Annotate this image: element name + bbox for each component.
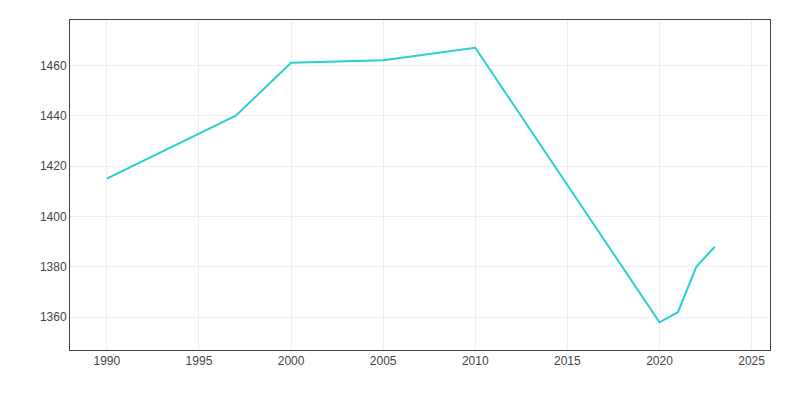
svg-text:2020: 2020 xyxy=(646,354,673,368)
svg-text:1380: 1380 xyxy=(40,260,67,274)
svg-text:2010: 2010 xyxy=(462,354,489,368)
svg-text:1460: 1460 xyxy=(40,59,67,73)
svg-text:2005: 2005 xyxy=(370,354,397,368)
svg-text:1360: 1360 xyxy=(40,310,67,324)
svg-text:1995: 1995 xyxy=(186,354,213,368)
svg-text:1440: 1440 xyxy=(40,109,67,123)
svg-text:1420: 1420 xyxy=(40,159,67,173)
svg-text:1400: 1400 xyxy=(40,210,67,224)
svg-text:2015: 2015 xyxy=(554,354,581,368)
svg-text:2000: 2000 xyxy=(278,354,305,368)
svg-text:1990: 1990 xyxy=(93,354,120,368)
svg-text:2025: 2025 xyxy=(738,354,765,368)
